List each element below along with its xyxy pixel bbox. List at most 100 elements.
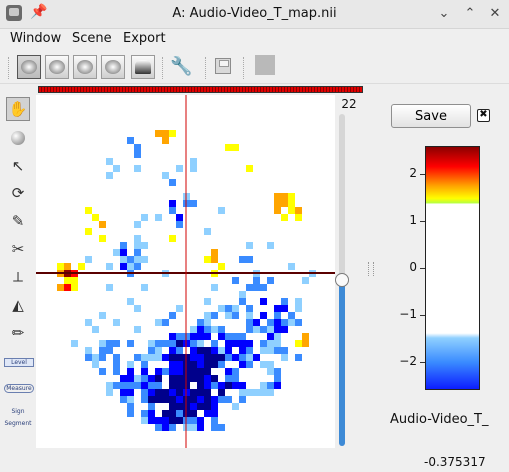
map-voxel: [225, 305, 232, 312]
rotate-tool-icon[interactable]: ⟳: [11, 184, 25, 202]
map-voxel: [155, 389, 162, 396]
slice-slider-handle[interactable]: [335, 273, 349, 287]
map-voxel: [302, 340, 309, 347]
view-sagittal-button[interactable]: [73, 55, 97, 79]
map-voxel: [281, 326, 288, 333]
map-voxel: [267, 326, 274, 333]
disk-icon[interactable]: [215, 58, 231, 74]
map-voxel: [288, 193, 295, 200]
map-voxel: [302, 277, 309, 284]
map-voxel: [176, 340, 183, 347]
colorbar-tick-label: 0: [409, 260, 417, 274]
map-voxel: [134, 151, 141, 158]
close-window-icon[interactable]: ✕: [489, 6, 501, 21]
sphere-tool-icon[interactable]: [6, 127, 30, 151]
map-voxel: [295, 354, 302, 361]
map-voxel: [169, 354, 176, 361]
map-voxel: [176, 403, 183, 410]
cursor-value: -0.375317: [424, 455, 486, 469]
pen-tool-icon[interactable]: ✎: [11, 212, 25, 230]
pin-icon[interactable]: 📌: [30, 4, 48, 20]
chevron-up-icon[interactable]: ⌃: [464, 6, 476, 21]
map-voxel: [120, 396, 127, 403]
map-voxel: [85, 354, 92, 361]
map-voxel: [134, 144, 141, 151]
map-voxel: [141, 361, 148, 368]
map-voxel: [239, 333, 246, 340]
map-voxel: [169, 389, 176, 396]
map-voxel: [162, 172, 169, 179]
map-voxel: [176, 396, 183, 403]
map-voxel: [267, 368, 274, 375]
map-voxel: [134, 375, 141, 382]
map-voxel: [239, 354, 246, 361]
map-voxel: [64, 284, 71, 291]
segment-tool-top[interactable]: Sign: [11, 408, 25, 415]
menu-export[interactable]: Export: [123, 31, 166, 46]
toolbar-separator: [8, 57, 11, 79]
view-axial-button[interactable]: [17, 55, 41, 79]
map-voxel: [148, 382, 155, 389]
map-voxel: [106, 263, 113, 270]
map-voxel: [113, 319, 120, 326]
map-voxel: [281, 347, 288, 354]
map-name: Audio-Video_T_: [390, 412, 489, 427]
map-voxel: [281, 193, 288, 200]
cut-tool-icon[interactable]: ✂: [11, 240, 25, 258]
map-voxel: [106, 347, 113, 354]
map-voxel: [169, 207, 176, 214]
map-voxel: [295, 207, 302, 214]
map-voxel: [148, 340, 155, 347]
pencil-tool-icon[interactable]: ✏: [11, 324, 25, 342]
map-voxel: [295, 305, 302, 312]
map-voxel: [267, 340, 274, 347]
menu-window[interactable]: Window: [10, 31, 62, 46]
colorbar-tick-mark: [420, 361, 425, 363]
brain-slice-map[interactable]: [36, 95, 335, 448]
map-voxel: [190, 403, 197, 410]
map-voxel: [232, 277, 239, 284]
map-voxel: [155, 130, 162, 137]
save-button[interactable]: Save: [391, 104, 471, 128]
map-voxel: [169, 410, 176, 417]
map-voxel: [218, 305, 225, 312]
splitter-handle[interactable]: [368, 262, 374, 276]
segment-tool-button[interactable]: Segment: [4, 420, 32, 427]
map-voxel: [211, 396, 218, 403]
image-viewer[interactable]: [36, 95, 335, 448]
map-voxel: [204, 361, 211, 368]
pointer-tool-icon[interactable]: ↖: [11, 157, 25, 175]
close-panel-icon[interactable]: ✖: [477, 109, 490, 122]
axes-tool-icon[interactable]: ⟂: [12, 268, 23, 286]
map-voxel: [211, 403, 218, 410]
map-voxel: [113, 165, 120, 172]
map-voxel: [218, 396, 225, 403]
map-voxel: [190, 354, 197, 361]
map-voxel: [85, 228, 92, 235]
map-voxel: [85, 319, 92, 326]
map-voxel: [204, 389, 211, 396]
view-multi-button[interactable]: [101, 55, 125, 79]
map-voxel: [253, 284, 260, 291]
map-voxel: [267, 333, 274, 340]
map-voxel: [260, 312, 267, 319]
map-voxel: [260, 298, 267, 305]
measure-tool-button[interactable]: Measure: [4, 384, 34, 393]
hand-tool-icon[interactable]: ✋: [6, 97, 30, 121]
chevron-down-icon[interactable]: ⌄: [438, 6, 450, 21]
view-render-button[interactable]: [131, 55, 155, 79]
plane-tool-icon[interactable]: ◭: [12, 296, 24, 314]
map-voxel: [120, 256, 127, 263]
color-swatch-button[interactable]: [255, 55, 275, 75]
menu-scene[interactable]: Scene: [72, 31, 112, 46]
wrench-icon[interactable]: 🔧: [170, 56, 193, 77]
level-tool-button[interactable]: Level: [4, 358, 34, 367]
map-voxel: [260, 347, 267, 354]
map-voxel: [281, 319, 288, 326]
map-voxel: [267, 347, 274, 354]
colorbar-tick-mark: [420, 221, 425, 223]
map-voxel: [113, 340, 120, 347]
map-voxel: [176, 389, 183, 396]
map-voxel: [141, 256, 148, 263]
view-coronal-button[interactable]: [45, 55, 69, 79]
